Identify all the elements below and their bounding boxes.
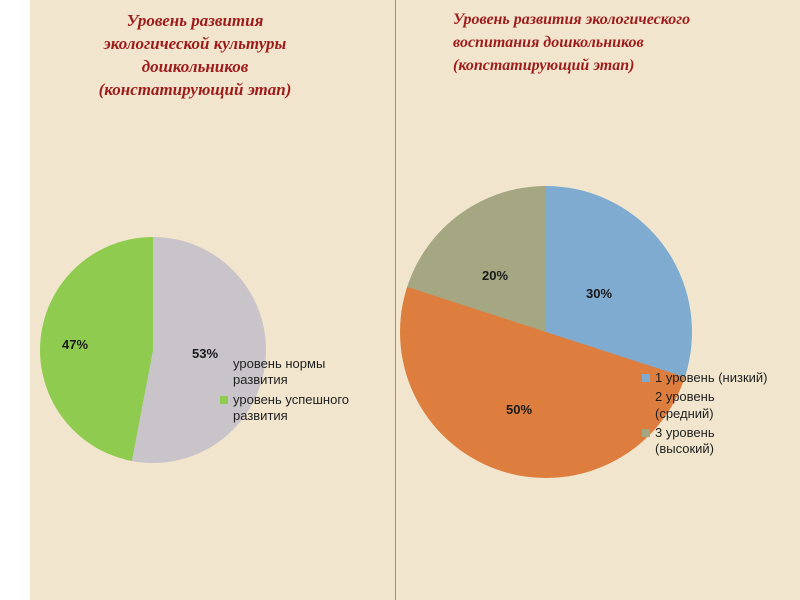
left-pie-data-label-gray: 53% bbox=[192, 346, 219, 361]
legend-item: уровень успешного развития bbox=[220, 392, 370, 425]
legend-label: 3 уровень (высокий) bbox=[655, 424, 715, 456]
legend-label: 1 уровень (низкий) bbox=[655, 370, 768, 385]
right-legend: 1 уровень (низкий) 2 уровень (средний) 3… bbox=[642, 370, 800, 460]
legend-marker-icon bbox=[220, 360, 228, 368]
left-chart-title: Уровень развития экологической культуры … bbox=[98, 11, 292, 99]
legend-item: 2 уровень (средний) bbox=[642, 389, 800, 422]
legend-item: 1 уровень (низкий) bbox=[642, 370, 800, 386]
legend-item: 3 уровень (высокий) bbox=[642, 425, 800, 458]
panel-divider bbox=[395, 0, 396, 600]
legend-label: уровень успешного развития bbox=[233, 391, 350, 423]
legend-marker-icon bbox=[642, 428, 650, 437]
legend-marker-icon bbox=[220, 395, 228, 404]
right-pie-data-label-orange: 50% bbox=[506, 402, 533, 417]
left-pie-data-label-green: 47% bbox=[62, 337, 89, 352]
left-pie-chart bbox=[40, 237, 266, 463]
legend-label: уровень нормы развития bbox=[233, 356, 326, 388]
legend-marker-icon bbox=[642, 393, 650, 402]
right-pie-data-label-olive: 20% bbox=[482, 268, 509, 283]
left-margin-strip bbox=[0, 0, 30, 600]
right-chart-title: Уровень развития экологического воспитан… bbox=[453, 11, 691, 75]
legend-marker-icon bbox=[642, 374, 650, 382]
right-pie-data-label-blue: 30% bbox=[586, 286, 613, 301]
legend-item: уровень нормы развития bbox=[220, 356, 370, 389]
legend-label: 2 уровень (средний) bbox=[655, 389, 715, 421]
left-legend: уровень нормы развития уровень успешного… bbox=[220, 356, 370, 427]
